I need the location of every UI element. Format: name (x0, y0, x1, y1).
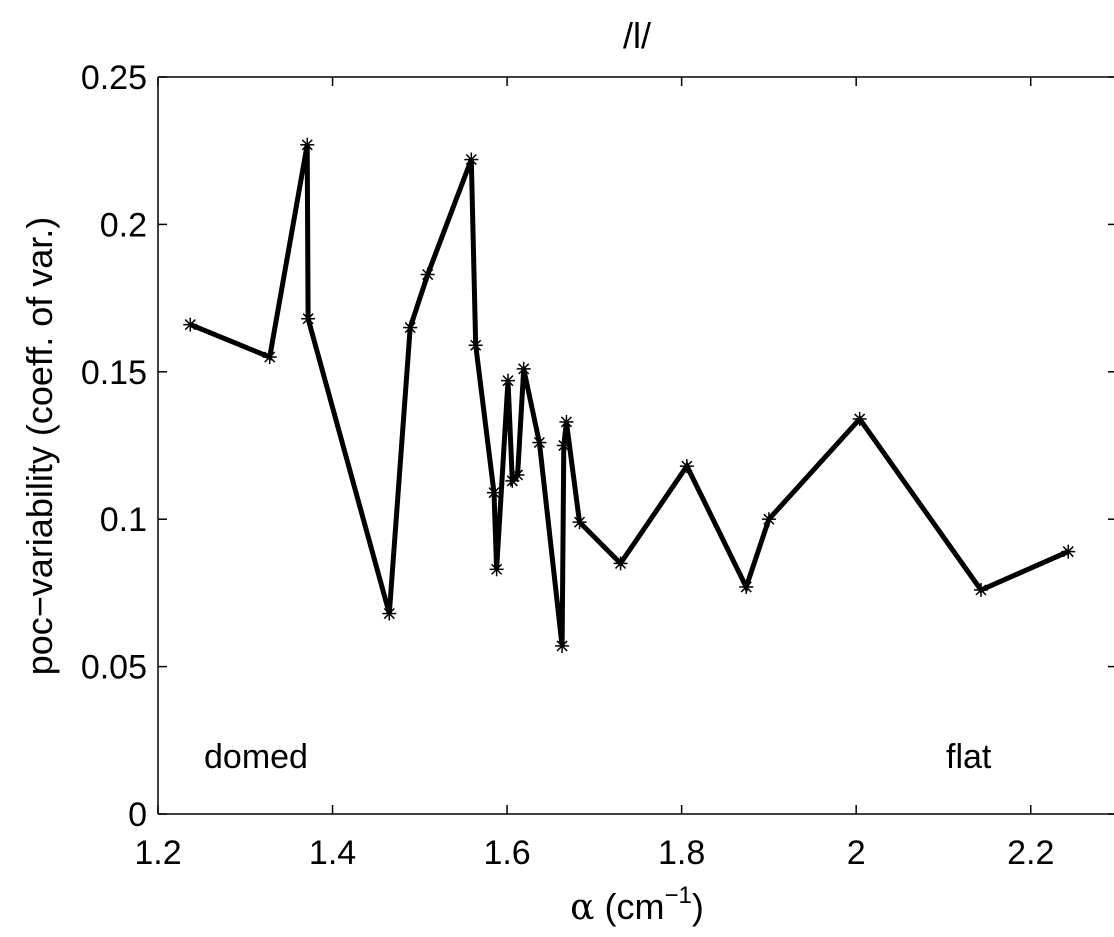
data-point (487, 485, 501, 500)
data-point (464, 152, 479, 167)
data-point (516, 361, 531, 376)
y-tick-label: 0.15 (81, 354, 147, 392)
annotation-flat: flat (946, 738, 992, 776)
data-point (556, 438, 571, 453)
data-point (300, 137, 315, 152)
x-tick-label: 2.2 (1007, 834, 1054, 872)
x-tick-label: 1.4 (309, 834, 356, 872)
data-point (489, 562, 504, 577)
data-point (532, 435, 547, 450)
x-axis-label-symbol: α (570, 887, 594, 928)
data-point (262, 350, 277, 365)
y-axis-label: poc−variability (coeff. of var.) (19, 217, 60, 676)
data-point (500, 373, 515, 388)
data-point (572, 515, 587, 530)
data-point (613, 556, 628, 571)
data-point (973, 582, 988, 597)
x-tick-label: 1.2 (134, 834, 181, 872)
data-point (1061, 544, 1076, 559)
marker-layer (183, 137, 1076, 653)
x-tick-label: 2 (847, 834, 866, 872)
x-axis-label-close: ) (692, 886, 704, 927)
y-tick-label: 0.25 (81, 59, 147, 97)
data-point (679, 459, 694, 474)
data-point (852, 411, 867, 426)
data-point (183, 317, 198, 332)
x-axis-label-unit: (cm (594, 886, 664, 927)
x-axis-label: α (cm−1) (570, 882, 704, 928)
x-axis-label-exponent: −1 (664, 882, 691, 909)
data-point (761, 512, 776, 527)
data-point (468, 338, 483, 353)
x-axis-ticks: 1.2 1.4 1.6 1.8 2 2.2 (134, 77, 1054, 872)
data-point (739, 580, 754, 595)
x-tick-label: 1.6 (483, 834, 530, 872)
plot-frame (157, 76, 1114, 815)
data-point (510, 467, 525, 482)
y-tick-label: 0.1 (100, 501, 147, 539)
data-point (382, 606, 397, 621)
x-tick-label: 1.8 (658, 834, 705, 872)
y-tick-label: 0 (128, 796, 147, 834)
y-tick-label: 0.05 (81, 649, 147, 687)
y-axis-ticks: 0 0.05 0.1 0.15 0.2 0.25 (81, 59, 1114, 834)
chart-title: /l/ (623, 15, 651, 56)
y-tick-label: 0.2 (100, 206, 147, 244)
data-point (559, 414, 574, 429)
annotation-domed: domed (204, 738, 308, 776)
data-point (301, 311, 316, 326)
data-point (403, 320, 418, 335)
data-point (555, 638, 570, 653)
data-point (420, 267, 435, 282)
